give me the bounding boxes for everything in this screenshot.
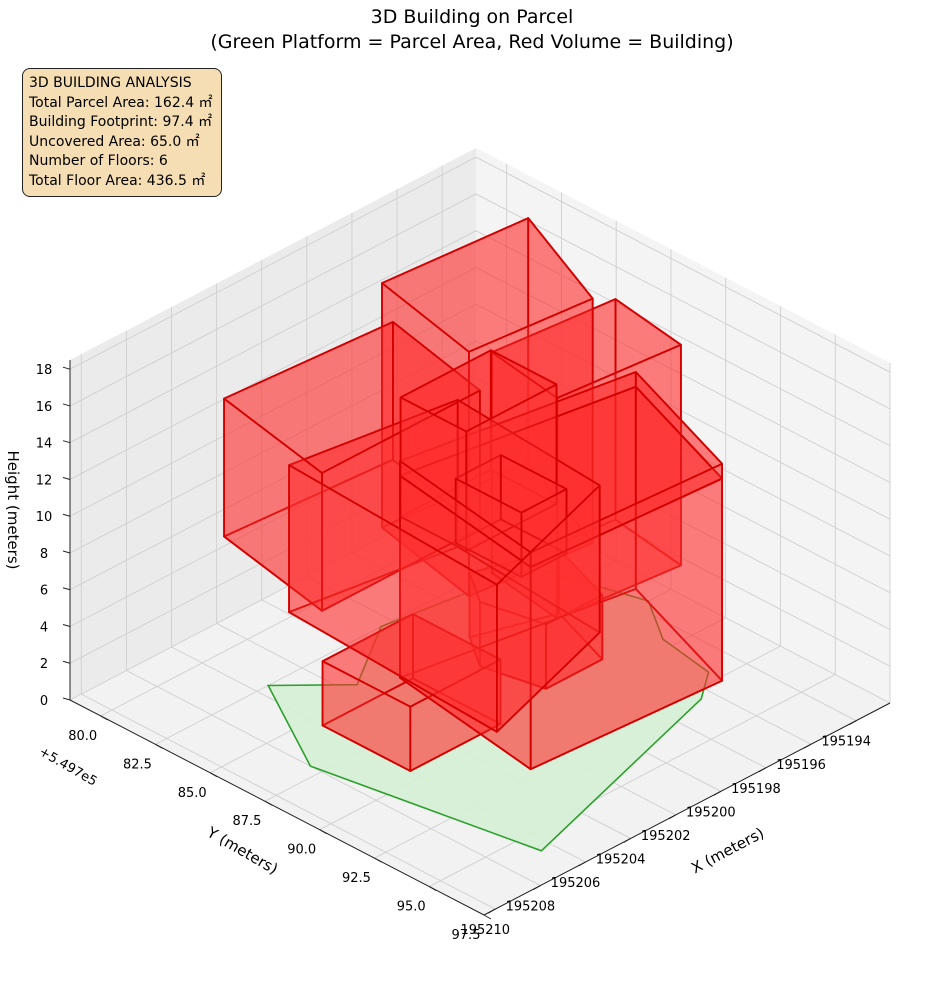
info-number-of-floors: Number of Floors: 6 bbox=[29, 153, 168, 169]
building-wall bbox=[529, 477, 723, 771]
grid-line-z-right bbox=[475, 340, 891, 557]
grid-line-z-right bbox=[475, 303, 891, 520]
z-tick bbox=[62, 366, 71, 370]
x-tick bbox=[578, 861, 586, 867]
grid-line-z-right bbox=[475, 450, 891, 667]
grid-line-z-left bbox=[69, 377, 477, 591]
x-tick-label: 195210 bbox=[460, 923, 510, 938]
z-axis-label: Height (meters) bbox=[4, 451, 22, 570]
y-tick bbox=[155, 743, 163, 749]
grid-line-z-right bbox=[475, 414, 891, 630]
grid-line-z-left bbox=[69, 303, 477, 517]
z-tick-label: 14 bbox=[36, 437, 53, 452]
grid-line-z-left bbox=[69, 450, 477, 664]
y-tick bbox=[209, 772, 218, 778]
grid-line-z-left bbox=[69, 340, 477, 554]
info-total-parcel-area: Total Parcel Area: 162.4 ㎡ bbox=[29, 94, 213, 111]
x-tick-label: 195204 bbox=[596, 852, 646, 867]
grid-line-z-left bbox=[69, 230, 477, 444]
y-tick bbox=[264, 800, 273, 806]
grid-line-z-left bbox=[69, 193, 477, 407]
z-tick bbox=[62, 624, 71, 627]
z-tick bbox=[62, 403, 71, 407]
y-tick-label: 87.5 bbox=[232, 814, 261, 829]
x-tick bbox=[533, 885, 541, 890]
z-tick-label: 6 bbox=[40, 584, 48, 599]
x-tick-label: 195198 bbox=[731, 782, 781, 797]
x-axis-line bbox=[483, 702, 891, 916]
chart-subtitle: (Green Platform = Parcel Area, Red Volum… bbox=[210, 31, 734, 53]
grid-line-z-right bbox=[475, 487, 891, 704]
z-tick bbox=[62, 513, 71, 517]
z-tick-label: 4 bbox=[40, 620, 48, 635]
y-tick-label: 92.5 bbox=[342, 871, 371, 886]
grid-line-z-left bbox=[69, 414, 477, 627]
y-tick-label: 90.0 bbox=[287, 843, 316, 858]
z-tick-label: 12 bbox=[36, 473, 53, 488]
x-tick bbox=[803, 743, 812, 749]
x-tick-label: 195208 bbox=[506, 900, 556, 915]
y-tick-label: 97.5 bbox=[452, 928, 481, 943]
grid-line-x-floor bbox=[81, 693, 496, 910]
grid-line-x-floor bbox=[126, 670, 541, 886]
x-tick bbox=[713, 790, 722, 796]
z-tick bbox=[62, 440, 71, 444]
y-tick-label: 95.0 bbox=[397, 900, 426, 915]
y-axis-label: Y (meters) bbox=[203, 823, 281, 878]
x-tick bbox=[623, 838, 631, 843]
grid-line-z-right bbox=[475, 377, 891, 594]
x-tick-label: 195194 bbox=[821, 735, 871, 750]
z-tick bbox=[62, 697, 71, 701]
grid-line-z-right bbox=[475, 267, 891, 483]
z-tick bbox=[62, 476, 71, 480]
grid-line-z-right bbox=[475, 193, 891, 410]
x-tick-label: 195196 bbox=[776, 758, 826, 773]
info-heading: 3D BUILDING ANALYSIS bbox=[29, 75, 192, 91]
x-tick bbox=[848, 720, 857, 726]
x-tick-label: 195202 bbox=[641, 829, 691, 844]
x-tick bbox=[488, 908, 496, 914]
y-tick-label: 85.0 bbox=[178, 786, 207, 801]
building-wall bbox=[409, 658, 502, 772]
z-tick bbox=[62, 550, 71, 554]
y-offset-label: +5.497e5 bbox=[36, 744, 99, 789]
y-tick bbox=[374, 857, 382, 863]
z-tick-label: 0 bbox=[40, 694, 48, 709]
grid-line-z-right bbox=[475, 230, 891, 447]
x-tick-label: 195200 bbox=[686, 805, 736, 820]
z-tick bbox=[62, 587, 71, 591]
z-tick-label: 2 bbox=[40, 657, 48, 672]
y-tick bbox=[428, 886, 437, 891]
back-right-pane bbox=[476, 148, 890, 703]
grid-line-z-left bbox=[69, 156, 477, 370]
y-tick-label: 82.5 bbox=[123, 757, 152, 772]
building-wall bbox=[495, 484, 601, 733]
grid-line-z-left bbox=[69, 487, 477, 701]
y-tick bbox=[100, 715, 108, 721]
z-tick-label: 18 bbox=[36, 363, 53, 378]
grid-line-y-floor bbox=[100, 503, 507, 717]
grid-line-y-floor bbox=[429, 674, 836, 887]
z-tick-label: 8 bbox=[40, 547, 48, 562]
info-uncovered-area: Uncovered Area: 65.0 ㎡ bbox=[29, 133, 200, 150]
y-tick bbox=[483, 914, 492, 920]
x-tick bbox=[758, 767, 767, 773]
z-tick-label: 10 bbox=[36, 510, 53, 525]
info-total-floor-area: Total Floor Area: 436.5 ㎡ bbox=[29, 172, 206, 189]
grid-line-z-right bbox=[475, 156, 891, 373]
x-tick bbox=[668, 814, 676, 820]
x-axis-label: X (meters) bbox=[688, 824, 767, 877]
analysis-info-box: 3D BUILDING ANALYSIS Total Parcel Area: … bbox=[22, 68, 222, 197]
parcel-platform bbox=[266, 555, 710, 852]
y-axis-line bbox=[69, 699, 485, 916]
y-tick-label: 80.0 bbox=[68, 729, 97, 744]
info-building-footprint: Building Footprint: 97.4 ㎡ bbox=[29, 114, 213, 130]
chart-title: 3D Building on Parcel bbox=[370, 6, 574, 28]
x-tick-label: 195206 bbox=[551, 876, 601, 891]
z-tick bbox=[62, 660, 71, 664]
z-tick-label: 16 bbox=[36, 400, 53, 415]
building-wall bbox=[399, 396, 468, 552]
y-tick bbox=[319, 829, 327, 835]
